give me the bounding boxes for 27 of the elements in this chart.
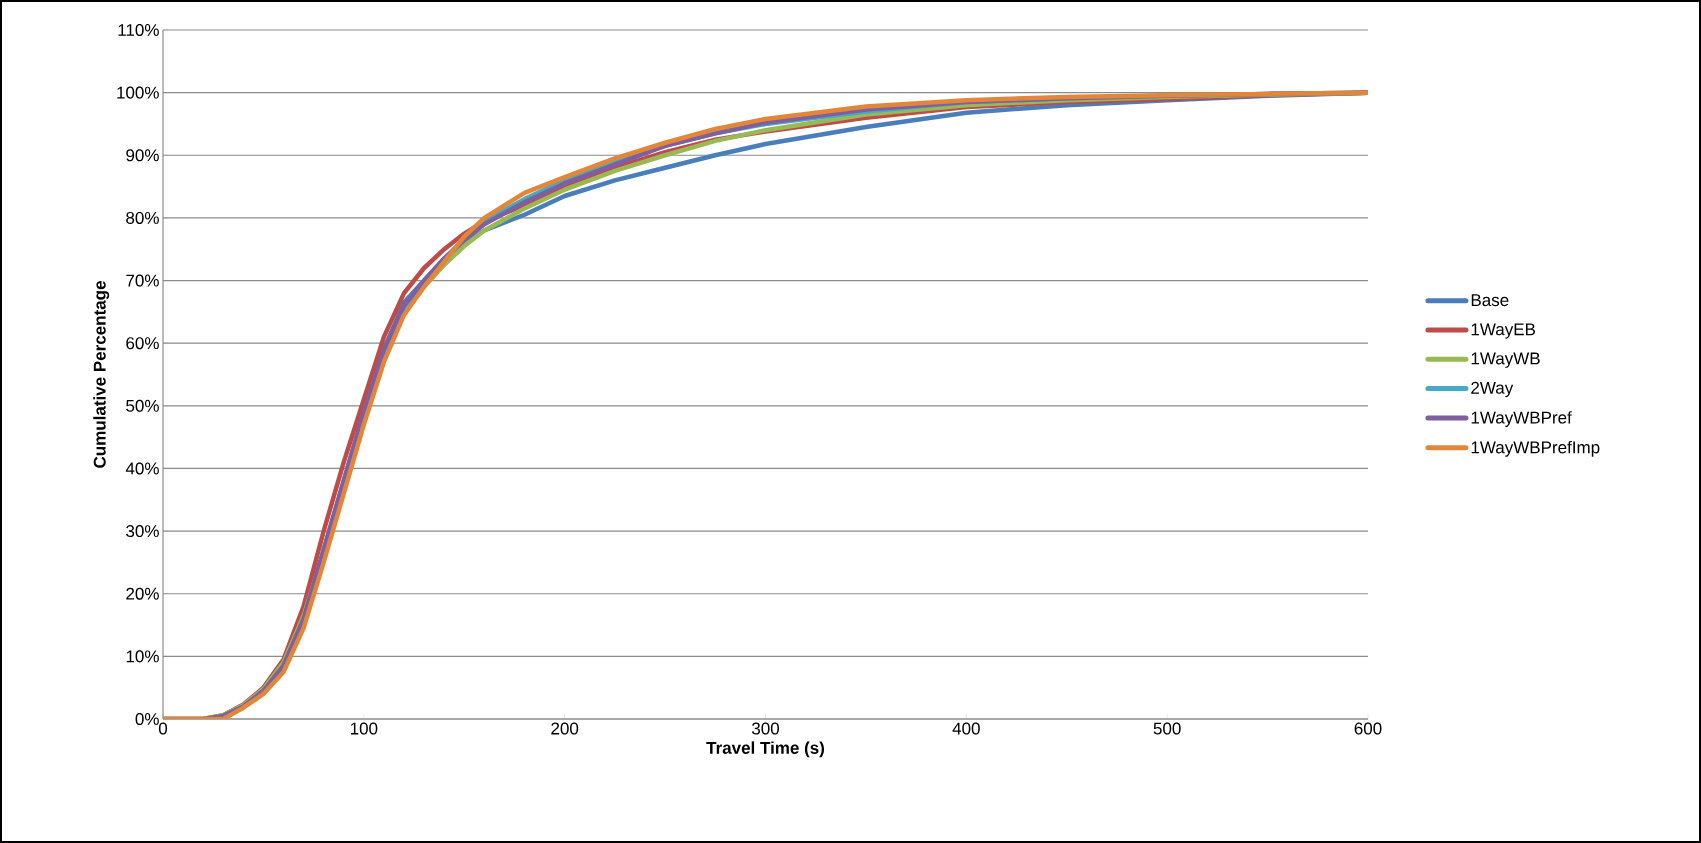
y-tick-label: 30% xyxy=(126,525,159,538)
y-tick-label: 10% xyxy=(126,650,159,663)
y-tick-label: 90% xyxy=(126,149,159,162)
x-tick-label: 300 xyxy=(751,722,780,735)
legend-label: 1WayWB xyxy=(1471,352,1540,368)
y-tick-label: 20% xyxy=(126,587,159,600)
y-tick-label: 80% xyxy=(126,211,159,224)
legend-label: 2Way xyxy=(1471,381,1514,398)
y-tick-label: 50% xyxy=(126,399,159,412)
y-tick-label: 110% xyxy=(118,23,159,37)
x-tick-label: 500 xyxy=(1153,722,1181,735)
legend-label: 1WayWBPref xyxy=(1471,411,1572,427)
y-axis-title: Cumulative Percentage xyxy=(93,281,110,468)
x-tick-label: 100 xyxy=(350,722,378,735)
x-tick-label: 200 xyxy=(551,722,579,735)
y-tick-label: 60% xyxy=(126,337,159,350)
x-tick-label: 400 xyxy=(952,722,980,735)
y-tick-label: 70% xyxy=(126,274,159,287)
legend-label: 1WayEB xyxy=(1471,323,1535,339)
x-tick-label: 600 xyxy=(1354,722,1382,735)
x-axis-title: Travel Time (s) xyxy=(706,741,825,758)
legend-label: Base xyxy=(1471,294,1509,307)
y-tick-label: 100% xyxy=(117,86,159,99)
legend-label: 1WayWBPrefImp xyxy=(1471,440,1600,457)
x-tick-label: 0 xyxy=(158,722,168,735)
y-tick-label: 40% xyxy=(125,462,159,475)
y-tick-label: 0% xyxy=(135,712,159,726)
